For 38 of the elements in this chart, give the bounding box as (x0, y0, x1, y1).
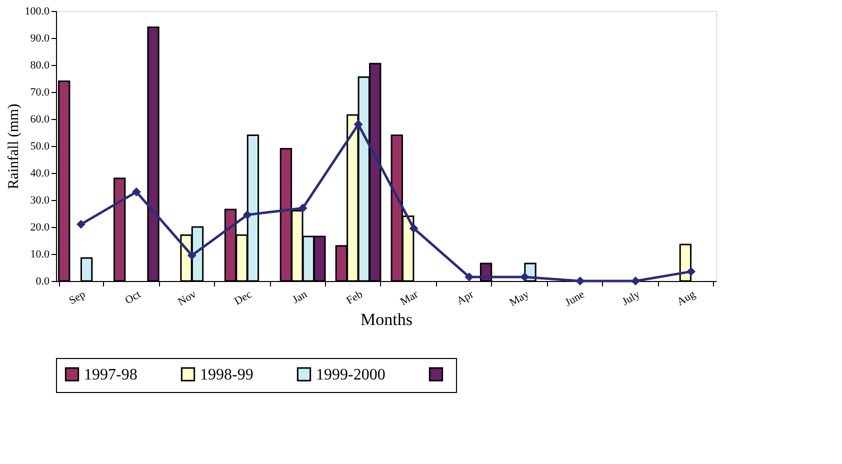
point (132, 187, 141, 196)
point (686, 267, 696, 276)
y-tick-label: 10.0 (30, 248, 50, 260)
x-tick-label: Mar (398, 288, 421, 308)
y-tick-label: 20.0 (30, 222, 50, 234)
x-tick-label: May (508, 288, 532, 309)
y-tick-label: 80.0 (30, 60, 50, 72)
x-tick-label: June (563, 288, 587, 309)
x-axis-title: Months (360, 310, 412, 330)
point (631, 276, 640, 286)
x-tick-label: Nov (176, 288, 199, 308)
y-axis-title: Rainfall (mm) (6, 104, 22, 190)
x-tick-label: Dec (232, 288, 254, 308)
x-tick-label: Jan (290, 288, 310, 306)
y-tick-label: 40.0 (30, 168, 50, 180)
point (520, 272, 530, 282)
x-tick-label: July (620, 288, 643, 308)
y-tick-label: 30.0 (30, 194, 50, 206)
y-tick-label: 0.0 (36, 276, 50, 288)
y-tick-label: 60.0 (30, 114, 50, 126)
point (187, 250, 196, 260)
point (354, 120, 363, 129)
y-tick-label: 50.0 (30, 140, 50, 152)
legend-label: 1999-2000 (316, 366, 386, 384)
point (242, 210, 252, 220)
x-tick-label: Sep (67, 288, 88, 308)
y-tick-label: 100.0 (24, 6, 50, 18)
point (76, 220, 86, 229)
point (409, 224, 418, 233)
x-tick-label: Aug (675, 288, 698, 308)
point (298, 204, 308, 213)
x-tick-label: Oct (123, 288, 143, 307)
x-tick-label: Apr (454, 288, 476, 308)
x-tick-label: Feb (344, 288, 366, 308)
y-tick-label: 70.0 (30, 86, 50, 98)
legend-label: 1998-99 (200, 366, 254, 384)
y-tick-label: 90.0 (30, 32, 50, 44)
legend-label: 1997-98 (84, 366, 138, 384)
